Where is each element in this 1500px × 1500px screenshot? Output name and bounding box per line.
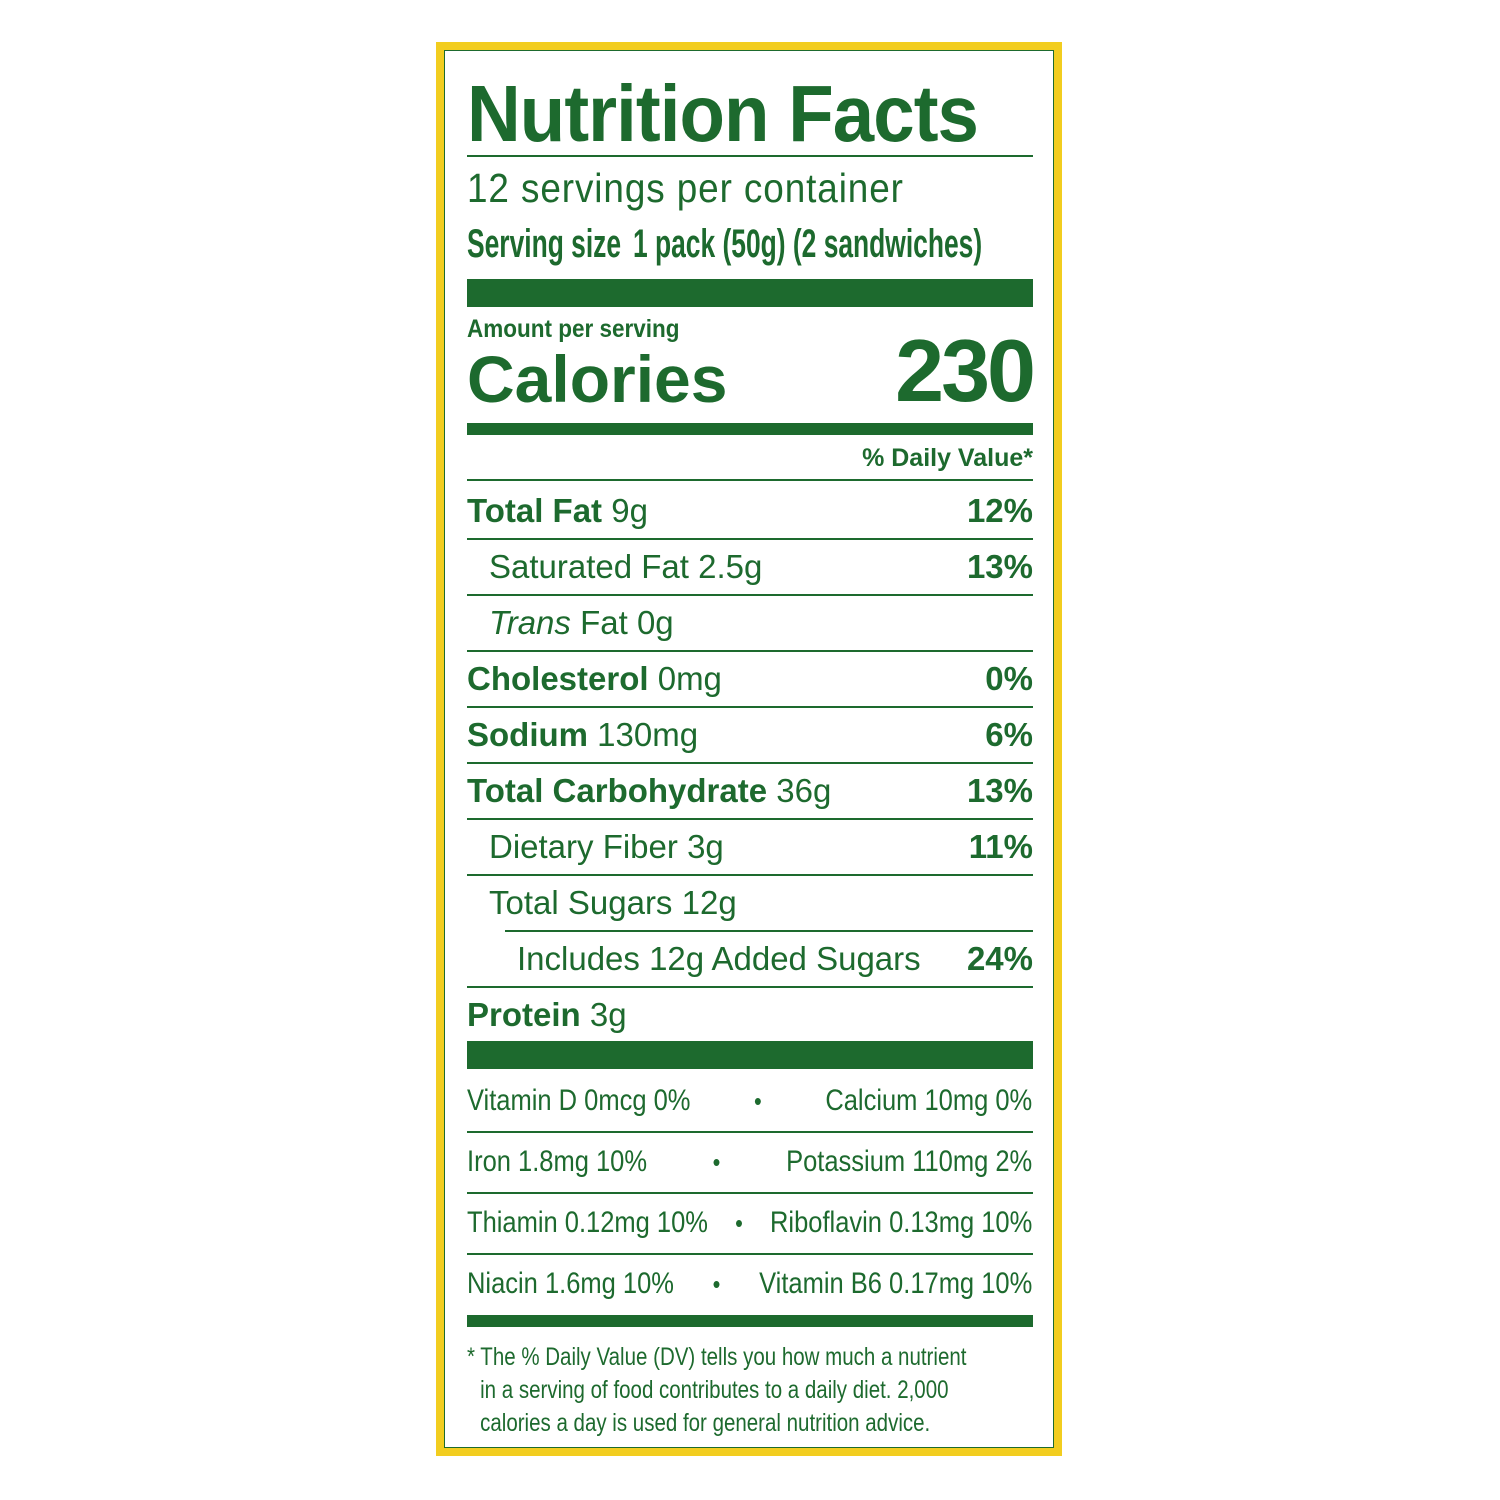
servings-per-container: 12 servings per container: [467, 165, 904, 211]
nutrient-row-total-carbohydrate: Total Carbohydrate 36g 13%: [467, 763, 1033, 819]
thick-divider: [467, 279, 1033, 307]
calories-label: Calories: [467, 342, 728, 416]
vitamin-row: Thiamin 0.12mg 10% • Riboflavin 0.13mg 1…: [467, 1193, 1032, 1253]
vitamin-row: Niacin 1.6mg 10% • Vitamin B6 0.17mg 10%: [467, 1254, 1032, 1314]
footnote-line: calories a day is used for general nutri…: [480, 1409, 931, 1437]
divider: [467, 650, 1033, 652]
nutrient-dv: 12%: [966, 492, 1033, 529]
nutrient-amount: 3g: [687, 828, 724, 865]
serving-size: Serving size 1 pack (50g) (2 sandwiches): [467, 219, 982, 269]
divider: [467, 874, 1033, 876]
vitamin-left: Vitamin D 0mcg 0%: [467, 1084, 691, 1117]
nutrient-row-dietary-fiber: Dietary Fiber 3g 11%: [467, 819, 1033, 875]
bullet-icon: •: [712, 1268, 721, 1299]
vitamin-right: Riboflavin 0.13mg 10%: [770, 1206, 1033, 1239]
nutrient-amount: 36g: [776, 772, 832, 809]
vitamin-left: Thiamin 0.12mg 10%: [467, 1206, 708, 1239]
nutrient-dv: 24%: [966, 940, 1033, 977]
bullet-icon: •: [712, 1146, 721, 1177]
nutrient-row-protein: Protein 3g: [467, 987, 1033, 1043]
vitamin-right: Calcium 10mg 0%: [825, 1084, 1033, 1117]
vitamin-left: Niacin 1.6mg 10%: [467, 1267, 674, 1300]
nutrient-name: Dietary Fiber: [489, 828, 678, 865]
nutrient-name: Cholesterol: [467, 660, 649, 697]
footnote: * The % Daily Value (DV) tells you how m…: [467, 1341, 1032, 1440]
label-panel: Nutrition Facts 12 servings per containe…: [444, 50, 1054, 1448]
nutrient-amount: 0g: [636, 604, 674, 641]
divider: [467, 155, 1033, 157]
bullet-icon: •: [754, 1085, 762, 1116]
nutrient-row-total-fat: Total Fat 9g 12%: [467, 483, 1033, 539]
nutrient-amount: 3g: [589, 996, 627, 1033]
nutrient-row-total-sugars: Total Sugars 12g: [467, 875, 1033, 931]
nutrient-name: Includes 12g Added Sugars: [517, 940, 921, 977]
nutrient-amount: 2.5g: [698, 548, 763, 585]
divider: [467, 1131, 1033, 1133]
divider: [467, 818, 1033, 820]
serving-size-value: 1 pack (50g) (2 sandwiches): [632, 222, 983, 266]
vitamin-left: Iron 1.8mg 10%: [467, 1145, 648, 1178]
daily-value-header: % Daily Value*: [862, 444, 1033, 472]
nutrient-name: Saturated Fat: [489, 548, 689, 585]
divider: [505, 930, 1033, 932]
divider: [467, 706, 1033, 708]
nutrient-row-cholesterol: Cholesterol 0mg 0%: [467, 651, 1033, 707]
divider: [467, 538, 1033, 540]
nutrient-row-sodium: Sodium 130mg 6%: [467, 707, 1033, 763]
nutrient-dv: 13%: [966, 772, 1033, 809]
nutrient-dv: 11%: [968, 828, 1033, 865]
nutrient-name: Total Carbohydrate: [467, 772, 768, 809]
divider: [467, 1192, 1033, 1194]
nutrient-row-added-sugars: Includes 12g Added Sugars 24%: [467, 931, 1033, 987]
nutrient-name-rest: Fat: [580, 604, 628, 641]
vitamin-row: Vitamin D 0mcg 0% • Calcium 10mg 0%: [467, 1071, 1032, 1131]
divider: [467, 479, 1033, 481]
nutrient-name: Trans: [489, 604, 571, 641]
nutrient-amount: 0mg: [657, 660, 722, 697]
nutrient-name: Protein: [467, 996, 581, 1033]
nutrient-amount: 130mg: [597, 716, 699, 753]
label-title: Nutrition Facts: [467, 69, 979, 158]
divider: [467, 762, 1033, 764]
footnote-line: * The % Daily Value (DV) tells you how m…: [467, 1343, 967, 1371]
nutrient-dv: 6%: [985, 716, 1033, 753]
nutrient-row-saturated-fat: Saturated Fat 2.5g 13%: [467, 539, 1033, 595]
nutrient-dv: 13%: [966, 548, 1033, 585]
amount-per-serving: Amount per serving: [467, 315, 680, 343]
nutrient-amount: 12g: [681, 884, 737, 921]
nutrient-name: Sodium: [467, 716, 588, 753]
calories-value: 230: [895, 321, 1036, 420]
bullet-icon: •: [735, 1207, 743, 1238]
thick-divider: [467, 1041, 1033, 1069]
divider: [467, 1253, 1033, 1255]
nutrient-name: Total Sugars: [489, 884, 673, 921]
vitamin-right: Potassium 110mg 2%: [786, 1145, 1033, 1178]
medium-divider: [467, 1315, 1033, 1327]
divider: [467, 594, 1033, 596]
nutrient-row-trans-fat: Trans Fat 0g: [467, 595, 1033, 651]
divider: [467, 986, 1033, 988]
vitamin-right: Vitamin B6 0.17mg 10%: [759, 1267, 1033, 1300]
calories-row: Calories 230: [467, 327, 1036, 419]
nutrient-amount: 9g: [611, 492, 648, 529]
serving-size-label: Serving size: [467, 222, 622, 266]
vitamin-row: Iron 1.8mg 10% • Potassium 110mg 2%: [467, 1132, 1032, 1192]
medium-divider: [467, 423, 1033, 435]
nutrient-name: Total Fat: [467, 492, 603, 529]
nutrient-dv: 0%: [985, 660, 1033, 697]
nutrition-label: Nutrition Facts 12 servings per containe…: [436, 42, 1062, 1456]
footnote-line: in a serving of food contributes to a da…: [480, 1376, 949, 1404]
